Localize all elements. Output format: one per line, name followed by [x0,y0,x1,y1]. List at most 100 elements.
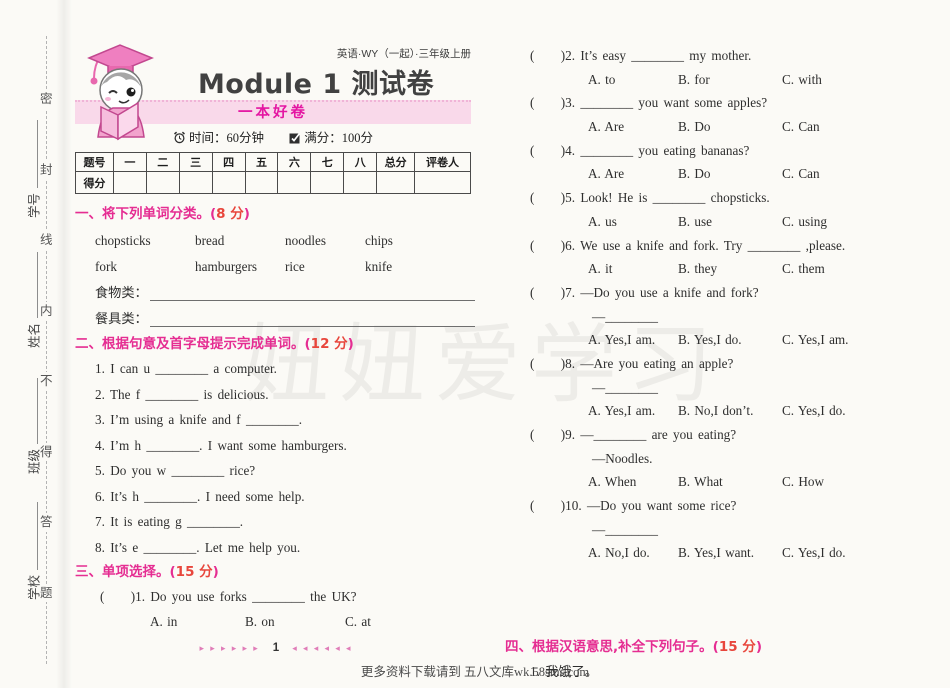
mc-question-text: ( )1. Do you use forks ________ the UK? [100,589,357,604]
option-c: C. them [782,261,825,277]
option-a [588,613,678,637]
option-a: A. it [588,261,613,277]
full-score-label: 满分：100分 [304,131,373,145]
option-c: C. Can [782,119,820,135]
option-c: C. using [782,213,827,229]
score-cell-empty [414,171,471,194]
option-b: B. What [678,474,723,490]
option-b: B. Yes,I do. [678,332,742,348]
translate-item: 1. 我饿了。 [530,663,598,679]
seal-char: 封 [40,160,53,179]
seal-char: 答 [40,513,53,532]
mc-options: A. When B. What C. How [505,470,943,494]
time-label: 时间：60分钟 [189,131,265,145]
brand-banner: 一本好卷 [75,100,471,124]
mc-answer-line: —________ [592,308,658,324]
option-b: B. on [245,614,275,629]
mc-question-text: ( )2. It’s easy ________ my mother. [530,48,752,63]
seal-dashed-line [46,36,47,664]
word-row: chopsticks bread noodles chips [75,228,477,254]
mc-question-text: ( )10. —Do you want some rice? [530,498,737,514]
clock-icon [174,131,186,144]
option-c: C. with [782,71,822,87]
fill-word-item: 7. It is eating g ________. [95,514,244,529]
mc-options: A. Yes,I am. B. Yes,I do. C. Yes,I am. [505,328,943,352]
option-c: C. Can [782,166,820,182]
score-cell-empty [178,171,213,194]
word: hamburgers [195,259,258,274]
seal-char: 得 [40,442,53,461]
student-id-line [37,120,38,188]
score-cell-empty [277,171,312,194]
option-a: A. Yes,I am. [588,403,656,419]
mc-options: A. Are B. Do C. Can [505,115,943,139]
mc-options: A. to B. for C. with [505,68,943,92]
option-a: A. us [588,213,617,229]
seal-char: 内 [40,301,53,320]
mc-options: A. in B. on C. at [75,609,477,635]
score-col: 二 [145,152,180,172]
arrows-right-icon: ▸ ▸ ▸ ▸ ▸ ▸ [199,643,260,653]
page-gutter-shadow [56,0,72,688]
fill-word-item: 8. It’s e ________. Let me help you. [95,539,301,555]
score-cell-empty [145,171,180,194]
mc-answer-line: —________ [592,521,658,537]
word: knife [365,259,393,274]
option-b: B. for [678,71,710,87]
mc-options: A. it B. they C. them [505,257,943,281]
fill-word-item: 3. I’m using a knife and f ________. [95,412,303,427]
option-a: A. Are [588,119,625,135]
fill-word-item: 6. It’s h ________. I need some help. [95,488,305,504]
answer-blank [149,280,475,301]
mc-answer-line [505,589,943,613]
mc-question-text: ( )9. —________ are you eating? [530,427,737,442]
score-col: 三 [178,152,213,172]
time-score-row: 时间：60分钟 满分：100分 [75,127,471,146]
edition-text: 英语·WY（一起）·三年级上册 [336,48,471,60]
tableware-category-line: 餐具类： [75,306,477,332]
option-a: A. in [150,614,178,629]
mc-answer-line: —Noodles. [592,450,653,466]
section4-heading: 四、根据汉语意思,补全下列句子。(15 分) [505,639,762,656]
watermark: 妞妞爱学习 [243,315,723,415]
mc-options [505,613,943,637]
mc-question-text [505,565,943,589]
option-a: A. No,I do. [588,545,650,561]
score-col: 八 [343,152,378,172]
section3-heading: 三、单项选择。(15 分) [75,564,219,580]
seal-char: 不 [40,372,53,391]
section1-heading: 一、将下列单词分类。(8 分) [75,206,250,222]
score-col: 四 [211,152,246,172]
paper-title: Module 1 测试卷 [197,69,435,100]
score-col: 题号 [75,152,114,172]
right-page: ( )2. It’s easy ________ my mother. A. t… [505,44,943,688]
mc-question-text: ( )8. —Are you eating an apple? [530,355,734,371]
page-footer-1: ▸ ▸ ▸ ▸ ▸ ▸ 1 ◂ ◂ ◂ ◂ ◂ ◂ [75,638,477,658]
translate-answer-line: I ________ ________. [505,684,943,688]
arrows-left-icon: ◂ ◂ ◂ ◂ ◂ ◂ [292,643,353,653]
mascot-graduate-icon [81,38,159,147]
option-a: A. Yes,I am. [588,332,656,348]
option-b: B. Do [678,166,711,182]
fill-word-item: 4. I’m h ________. I want some hamburger… [95,437,347,453]
fill-word-item: 2. The f ________ is delicious. [95,386,269,402]
mc-question-text: ( )3. ________ you want some apples? [530,95,768,111]
food-category-label: 食物类： [95,285,148,300]
mc-answer-line: —________ [592,379,658,395]
option-b: B. they [678,261,718,277]
fill-word-item: 5. Do you w ________ rice? [95,463,256,478]
name-line [37,252,38,318]
page-number: 1 [272,642,280,654]
option-b: B. Yes,I want. [678,545,755,561]
mc-options: A. Are B. Do C. Can [505,162,943,186]
fill-word-item: 1. I can u ________ a computer. [95,361,277,376]
score-col: 总分 [376,152,416,172]
word-row: fork hamburgers rice knife [75,254,477,280]
option-c: C. Yes,I am. [782,332,849,348]
seal-char: 线 [40,231,53,250]
download-note: 更多资料下载请到 五八文库wk.58sms.com [360,665,590,679]
option-c: C. Yes,I do. [782,545,846,561]
seal-text: 密 封 线 内 不 得 答 题 [40,90,53,602]
full-score-item: 满分：100分 [289,131,373,145]
